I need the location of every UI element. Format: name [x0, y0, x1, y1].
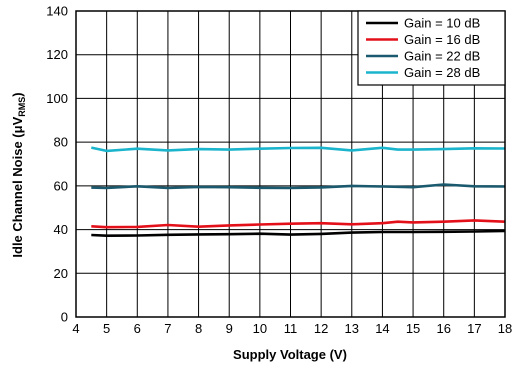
y-axis-label-mu: μ [10, 125, 25, 133]
y-tick-label: 100 [46, 91, 68, 106]
legend-entry: Gain = 22 dB [404, 49, 480, 64]
x-tick-label: 15 [406, 321, 420, 336]
x-tick-label: 12 [314, 321, 328, 336]
y-tick-label: 0 [61, 310, 68, 325]
x-tick-label: 14 [375, 321, 389, 336]
x-tick-label: 13 [345, 321, 359, 336]
x-tick-label: 17 [467, 321, 481, 336]
y-axis-label: Idle Channel Noise (μVRMS) [10, 92, 27, 257]
x-tick-label: 11 [284, 321, 298, 336]
y-axis-label-sub: RMS [17, 97, 27, 117]
y-tick-label: 60 [54, 178, 68, 193]
series-line-1 [91, 231, 505, 236]
y-axis-label-suffix: ) [10, 92, 25, 96]
x-tick-label: 5 [103, 321, 110, 336]
series-line-2 [91, 220, 505, 227]
series-line-4 [91, 148, 505, 151]
x-tick-label: 16 [436, 321, 450, 336]
y-tick-label: 20 [54, 266, 68, 281]
y-tick-label: 140 [46, 4, 68, 19]
x-tick-label: 9 [226, 321, 233, 336]
y-tick-label: 40 [54, 222, 68, 237]
x-tick-label: 10 [253, 321, 267, 336]
legend-entry: Gain = 16 dB [404, 32, 480, 47]
legend-entry: Gain = 28 dB [404, 65, 480, 80]
x-tick-label: 6 [134, 321, 141, 336]
x-tick-label: 7 [164, 321, 171, 336]
x-tick-labels: 4 5 6 7 8 9 10 11 12 13 14 15 16 17 18 [72, 321, 512, 336]
x-tick-label: 4 [72, 321, 79, 336]
y-tick-label: 120 [46, 47, 68, 62]
legend-entry: Gain = 10 dB [404, 16, 480, 31]
x-axis-label: Supply Voltage (V) [233, 347, 347, 362]
y-axis-label-prefix: Idle Channel Noise ( [10, 133, 25, 258]
y-tick-labels: 0 20 40 60 80 100 120 140 [46, 4, 68, 325]
y-axis-label-v: V [10, 116, 25, 125]
y-tick-label: 80 [54, 135, 68, 150]
x-tick-label: 18 [498, 321, 512, 336]
series-lines [91, 148, 505, 236]
x-tick-label: 8 [195, 321, 202, 336]
